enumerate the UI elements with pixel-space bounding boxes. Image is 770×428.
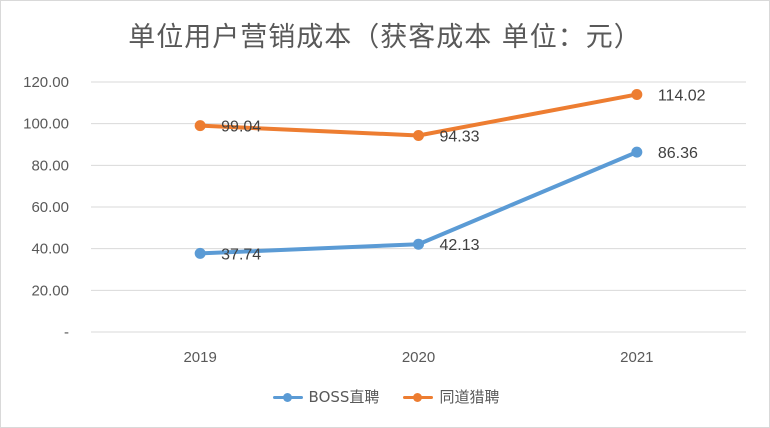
y-tick-label: 120.00 <box>23 74 69 91</box>
legend-item-boss: BOSS直聘 <box>271 386 380 407</box>
legend-item-liepin: 同道猎聘 <box>401 386 499 407</box>
data-label: 86.36 <box>658 145 698 162</box>
data-point <box>413 129 424 141</box>
legend-dot-boss <box>282 392 292 402</box>
data-point <box>631 88 643 100</box>
legend-swatch-boss <box>271 390 305 404</box>
series-line <box>198 150 639 256</box>
chart-legend: BOSS直聘 同道猎聘 <box>1 386 769 407</box>
chart-title: 单位用户营销成本（获客成本 单位：元） <box>128 22 642 53</box>
y-tick-label: 40.00 <box>31 241 69 258</box>
legend-label-boss: BOSS直聘 <box>308 388 380 406</box>
y-tick-label: 60.00 <box>31 199 69 216</box>
data-label: 94.33 <box>440 128 480 145</box>
data-point <box>194 120 206 132</box>
data-point <box>194 247 206 259</box>
y-tick-label: 100.00 <box>23 116 69 133</box>
data-label: 37.74 <box>221 246 261 263</box>
legend-dot-liepin <box>413 392 423 402</box>
x-tick-label: 2021 <box>620 349 653 366</box>
data-label: 99.04 <box>221 119 261 136</box>
data-label: 42.13 <box>440 237 480 254</box>
y-tick-label: 80.00 <box>31 157 69 174</box>
data-point <box>413 238 424 250</box>
x-tick-label: 2019 <box>183 349 216 366</box>
y-tick-label: 20.00 <box>31 282 69 299</box>
data-label: 114.02 <box>658 87 706 104</box>
x-tick-label: 2020 <box>402 349 435 366</box>
legend-label-liepin: 同道猎聘 <box>439 388 500 406</box>
series-line <box>198 92 639 138</box>
data-point <box>631 146 643 158</box>
y-tick-label: - <box>64 324 69 341</box>
legend-swatch-liepin <box>401 390 435 404</box>
